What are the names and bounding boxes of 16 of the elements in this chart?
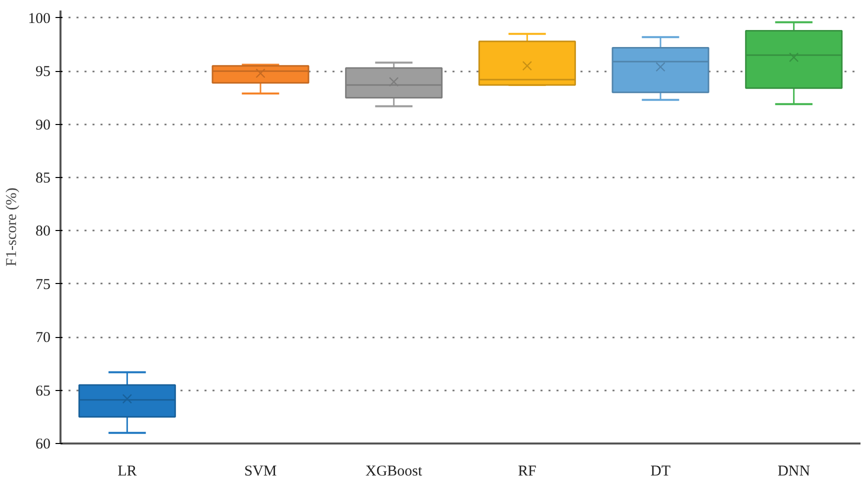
x-tick-label: LR [118,464,137,480]
x-tick-label: DNN [778,464,810,480]
y-tick-label: 65 [36,383,50,400]
y-tick-label: 60 [36,436,50,452]
y-tick-label: 90 [36,117,50,134]
x-tick-label: RF [518,464,536,480]
y-tick-label: 85 [36,170,50,187]
x-tick-label: DT [650,464,670,480]
y-tick-label: 70 [36,330,50,346]
y-tick-label: 75 [36,276,50,293]
y-tick-label: 95 [36,64,50,80]
y-tick-label: 100 [28,10,50,27]
x-tick-label: SVM [244,464,277,480]
x-tick-label: XGBoost [365,464,424,480]
y-tick-label: 80 [36,224,50,240]
y-axis-title: F1-score (%) [4,188,20,266]
